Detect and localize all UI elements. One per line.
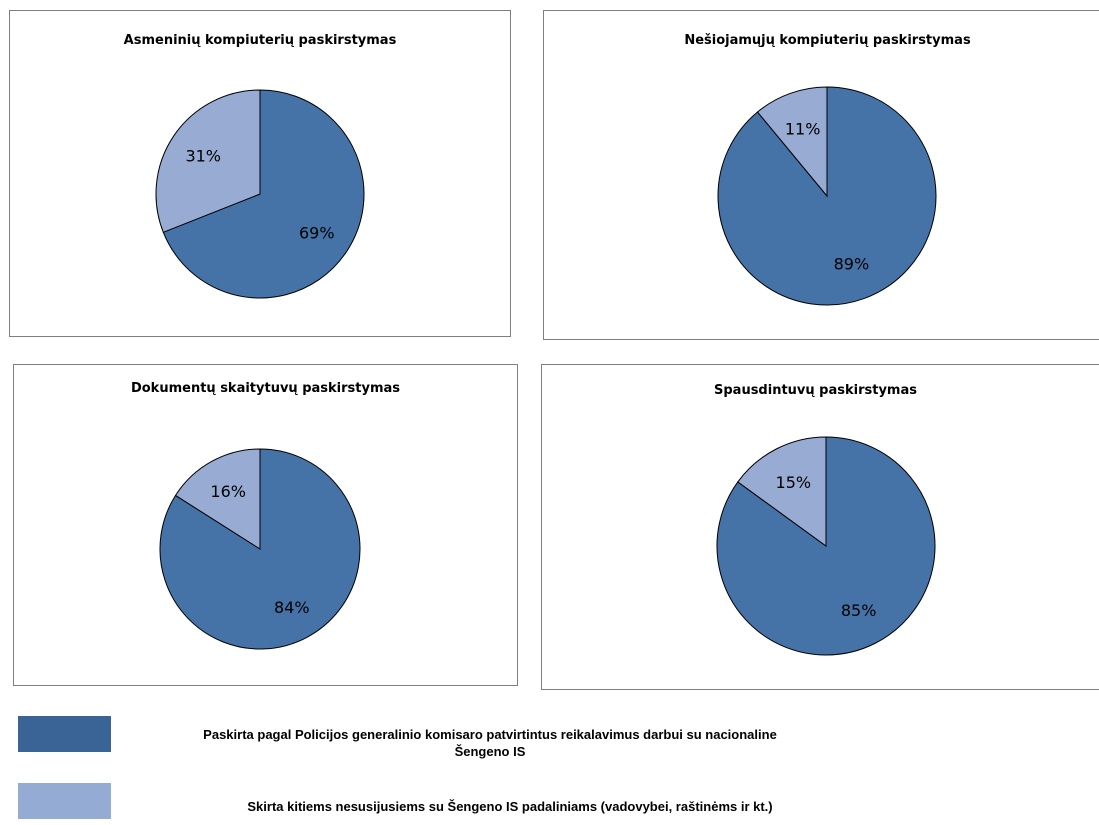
pie-chart: 85% 15% [542,365,1099,691]
pie-chart: 84% 16% [14,365,519,687]
pie-chart: 89% 11% [544,11,1099,341]
pie-chart: 69% 31% [10,11,512,338]
legend-label-assigned: Paskirta pagal Policijos generalinio kom… [180,726,800,760]
legend-label-other: Skirta kitiems nesusijusiems su Šengeno … [180,798,840,815]
pie-data-label: 89% [834,255,870,274]
pie-data-label: 16% [210,482,246,501]
chart-panel: Nešiojamųjų kompiuterių paskirstymas 89%… [543,10,1099,340]
pie-data-label: 15% [776,473,812,492]
pie-data-label: 69% [299,224,335,243]
chart-panel: Asmeninių kompiuterių paskirstymas 69% 31… [9,10,511,337]
pie-data-label: 85% [841,601,877,620]
chart-panel: Spausdintuvų paskirstymas 85% 15% [541,364,1099,690]
chart-panel: Dokumentų skaitytuvų paskirstymas 84% 16% [13,364,518,686]
legend-swatch-other [18,783,111,819]
pie-data-label: 31% [185,146,221,165]
legend-swatch-assigned [18,716,111,752]
pie-data-label: 84% [274,598,310,617]
pie-data-label: 11% [785,119,821,138]
